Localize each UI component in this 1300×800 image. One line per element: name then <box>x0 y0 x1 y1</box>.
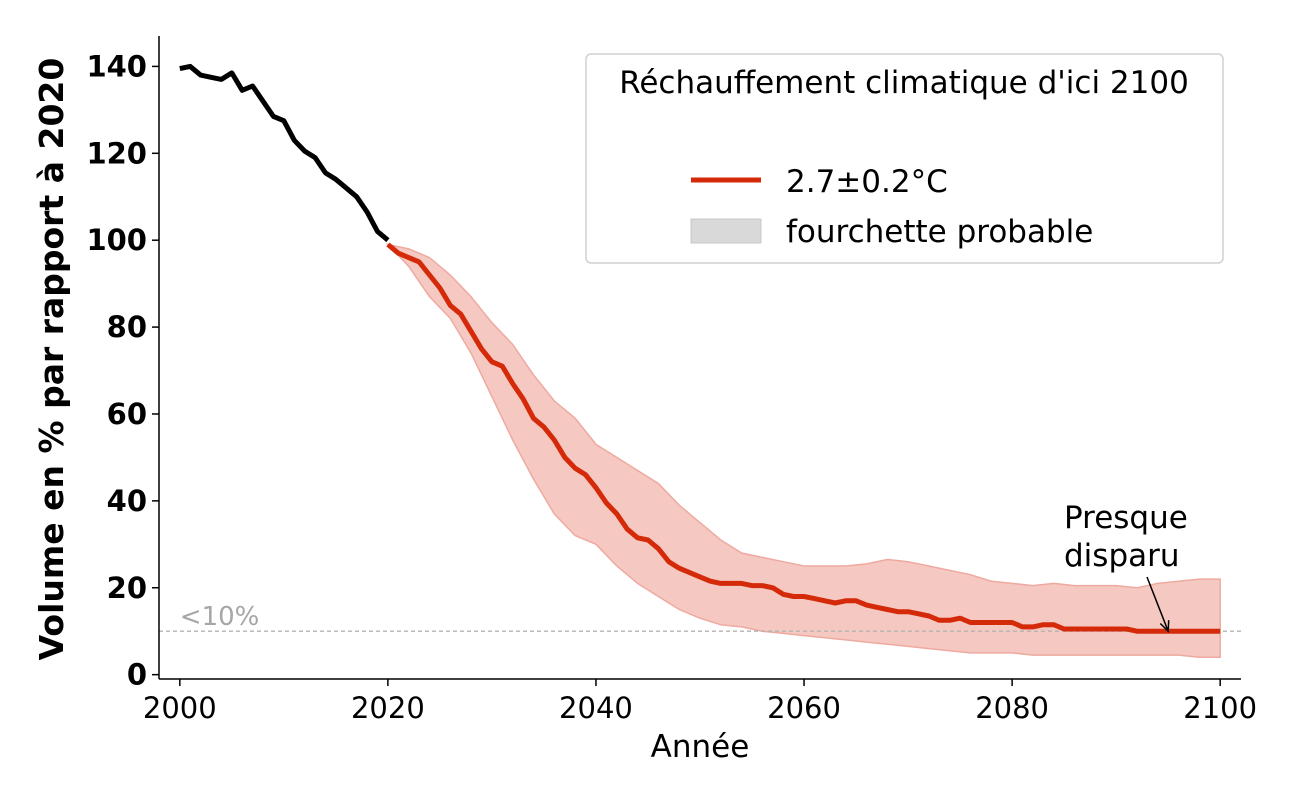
legend-title: Réchauffement climatique d'ici 2100 <box>619 65 1189 101</box>
x-tick-label-2020: 2020 <box>351 691 425 725</box>
legend-entry-band: fourchette probable <box>786 214 1093 250</box>
x-tick-label-2100: 2100 <box>1183 691 1257 725</box>
y-tick-label-80: 80 <box>107 310 147 344</box>
annotation-line-2: disparu <box>1064 538 1180 574</box>
annotation-arrowhead <box>1159 620 1170 633</box>
ticks-layer: 2000 2020 2040 2060 2080 21000204060801001201… <box>86 49 1257 725</box>
annotation-line-1: Presque <box>1064 500 1188 536</box>
y-tick-label-140: 140 <box>86 49 147 83</box>
band-layer <box>385 243 1221 659</box>
legend-band-swatch <box>690 218 762 244</box>
series-layer <box>179 63 1221 634</box>
likely-range-band <box>385 243 1221 659</box>
annotation-arrow <box>1146 576 1169 632</box>
x-axis-label: Année <box>651 729 750 765</box>
annotation-presque-disparu: Presque disparu <box>1064 500 1188 633</box>
y-tick-label-60: 60 <box>107 397 147 431</box>
y-tick-label-100: 100 <box>86 223 147 257</box>
x-tick-label-2000: 2000 <box>143 691 217 725</box>
axes-layer <box>158 36 1241 680</box>
legend-entry-line: 2.7±0.2°C <box>786 164 948 200</box>
x-tick-label-2080: 2080 <box>975 691 1049 725</box>
x-tick-label-2060: 2060 <box>767 691 841 725</box>
historical-series-line <box>179 63 390 243</box>
y-tick-label-40: 40 <box>107 484 147 518</box>
x-tick-label-2040: 2040 <box>559 691 633 725</box>
legend-frame <box>585 53 1224 264</box>
y-axis-label: Volume en % par rapport à 2020 <box>32 58 71 661</box>
y-tick-label-20: 20 <box>107 571 147 605</box>
y-tick-label-0: 0 <box>127 658 147 692</box>
projection-series-line <box>386 242 1221 634</box>
reference-line-label: <10% <box>180 602 260 632</box>
y-tick-label-120: 120 <box>86 136 147 170</box>
legend: Réchauffement climatique d'ici 2100 2.7±… <box>585 53 1224 264</box>
